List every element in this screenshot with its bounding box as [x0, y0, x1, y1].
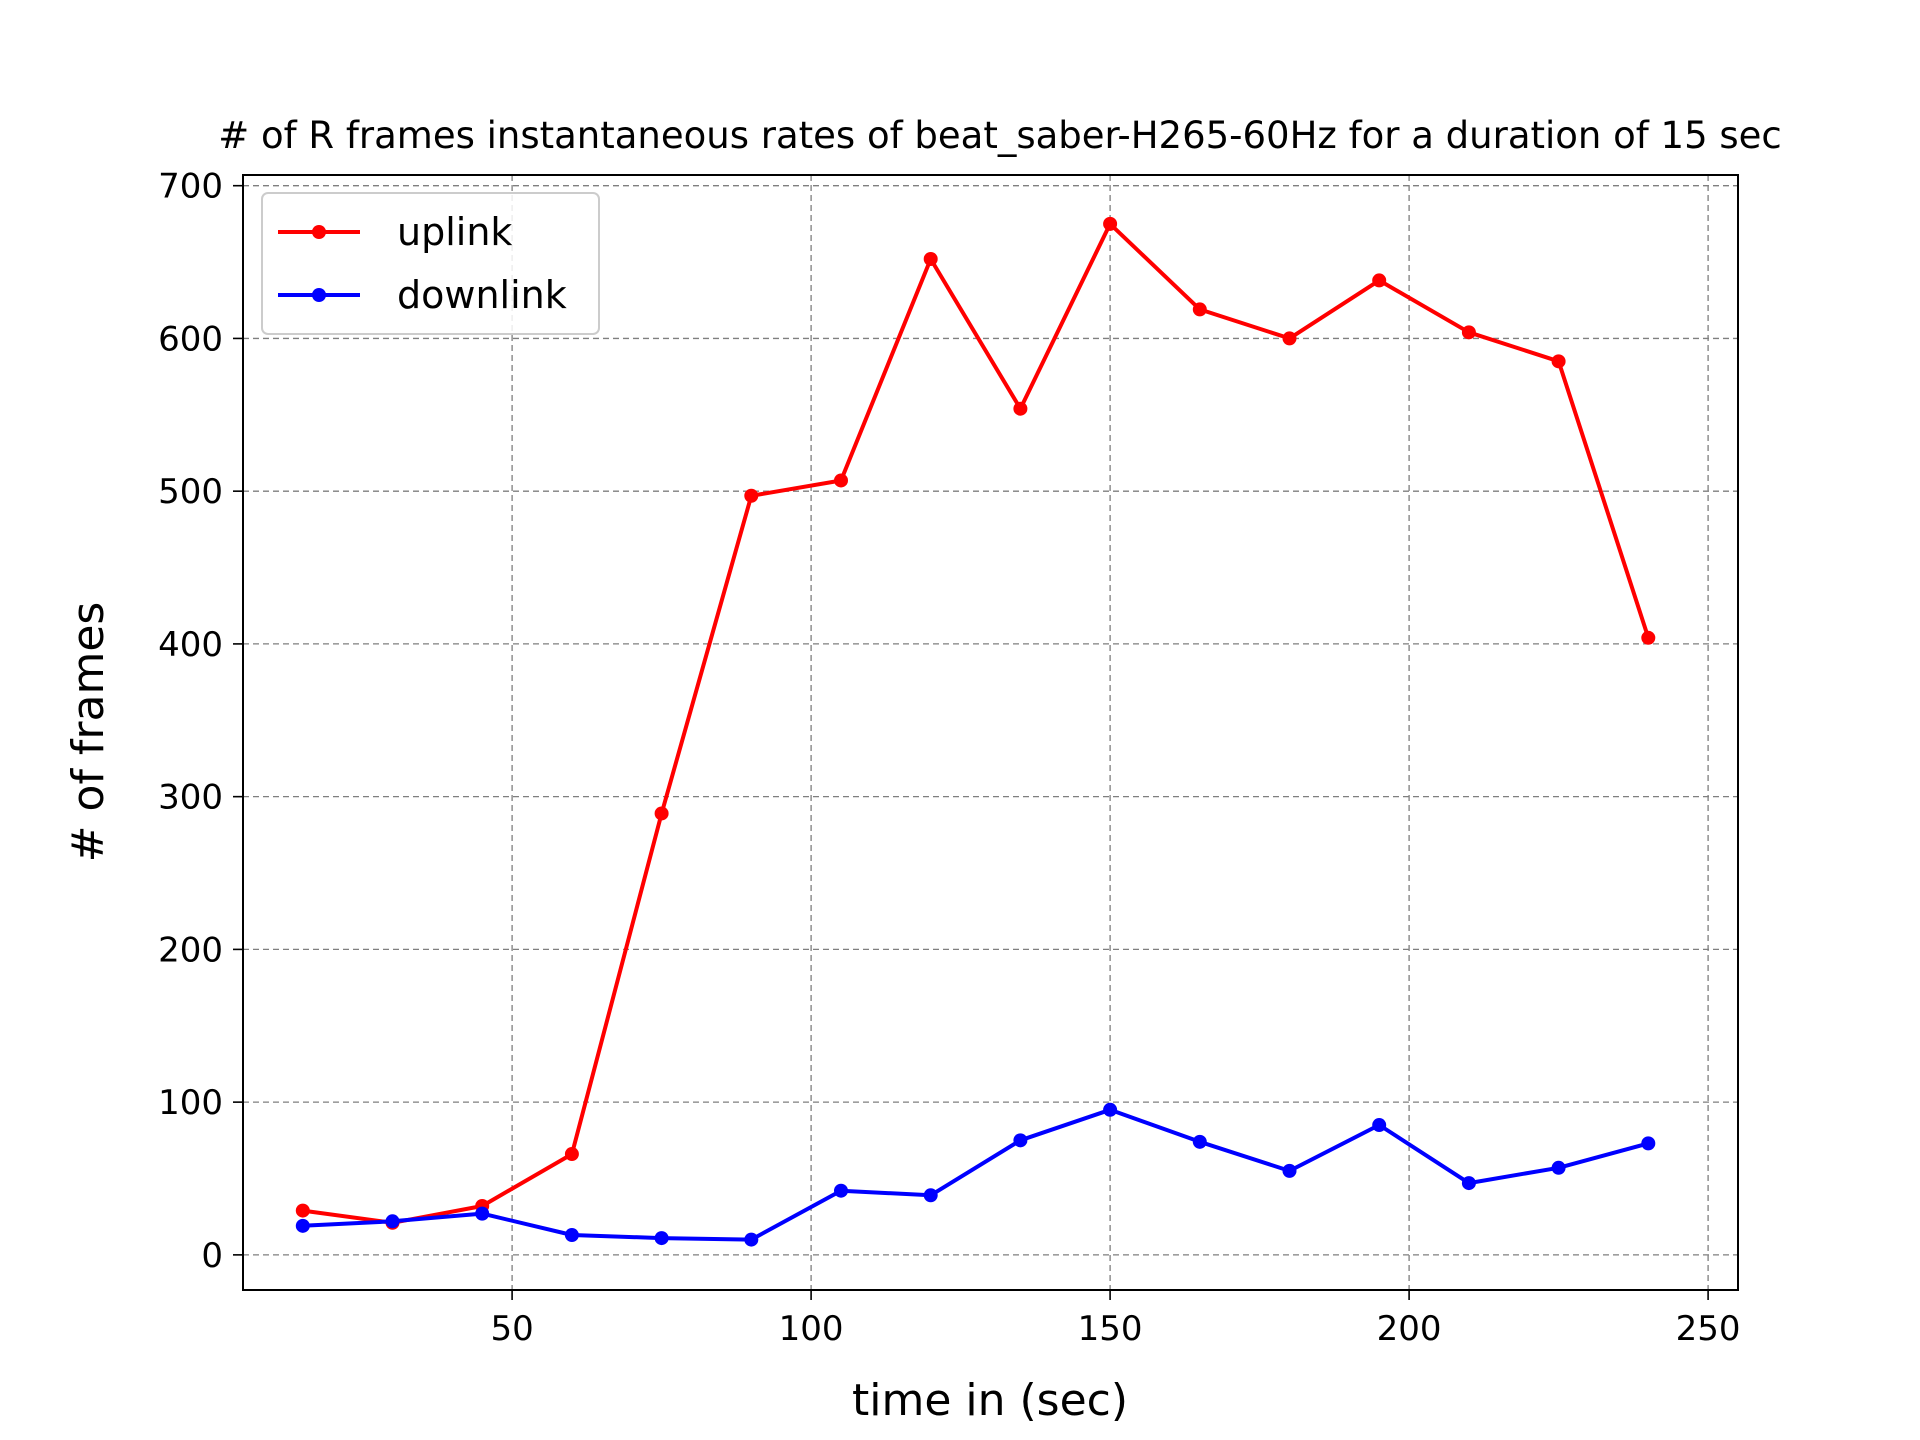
data-point-downlink [1461, 1176, 1476, 1191]
legend-marker-downlink [312, 288, 326, 302]
data-point-uplink [744, 488, 759, 503]
data-point-uplink [1461, 325, 1476, 340]
data-point-uplink [654, 806, 669, 821]
y-tick-label: 400 [158, 625, 223, 665]
y-tick-label: 100 [158, 1083, 223, 1123]
series-line-downlink [302, 1107, 1649, 1242]
data-point-downlink [1103, 1102, 1118, 1117]
data-point-uplink [1192, 302, 1207, 317]
legend-label-downlink: downlink [397, 273, 567, 317]
data-point-downlink [1282, 1163, 1297, 1178]
series-uplink [295, 216, 1656, 1230]
legend-label-uplink: uplink [397, 210, 512, 254]
x-tick-label: 100 [779, 1309, 844, 1349]
x-tick-label: 250 [1676, 1309, 1741, 1349]
y-tick-label: 500 [158, 472, 223, 512]
data-point-downlink [654, 1231, 669, 1246]
data-point-uplink [1103, 216, 1118, 231]
data-point-uplink [1372, 273, 1387, 288]
data-point-downlink [385, 1214, 400, 1229]
x-axis-label: time in (sec) [852, 1375, 1128, 1426]
y-tick-label: 700 [158, 167, 223, 207]
data-point-downlink [1013, 1133, 1028, 1148]
data-point-uplink [1641, 630, 1656, 645]
data-point-uplink [1551, 354, 1566, 369]
series-downlink [295, 1102, 1656, 1247]
data-point-uplink [295, 1203, 310, 1218]
x-tick-label: 150 [1078, 1309, 1143, 1349]
plot-frame [242, 174, 1739, 1291]
data-point-downlink [295, 1218, 310, 1233]
chart-title: # of R frames instantaneous rates of bea… [218, 114, 1782, 157]
data-point-downlink [834, 1183, 848, 1198]
legend-marker-uplink [312, 225, 326, 239]
data-point-downlink [564, 1228, 579, 1243]
data-point-uplink [564, 1147, 579, 1162]
data-point-uplink [923, 252, 938, 267]
data-point-downlink [1551, 1160, 1566, 1175]
axis-ticks: 50 100 150 200 250 0 100 200 300 400 500 600 700 [158, 167, 1740, 1349]
data-point-downlink [744, 1232, 759, 1247]
y-tick-label: 0 [201, 1236, 223, 1276]
y-tick-label: 300 [158, 778, 223, 818]
data-point-downlink [1192, 1134, 1207, 1149]
grid [243, 175, 1738, 1290]
data-point-uplink [834, 473, 848, 488]
y-axis-label: # of frames [63, 602, 114, 863]
y-tick-label: 600 [158, 319, 223, 359]
data-point-downlink [475, 1206, 490, 1221]
data-point-downlink [1372, 1118, 1387, 1133]
data-point-uplink [1282, 331, 1297, 346]
y-tick-label: 200 [158, 930, 223, 970]
series-layer [295, 216, 1656, 1247]
data-point-uplink [1013, 401, 1028, 416]
x-tick-label: 50 [490, 1309, 533, 1349]
data-point-downlink [1641, 1136, 1656, 1151]
legend: uplink downlink [261, 192, 600, 335]
series-line-uplink [302, 221, 1651, 1225]
legend-box [261, 192, 600, 335]
x-tick-label: 200 [1377, 1309, 1442, 1349]
data-point-downlink [923, 1188, 938, 1203]
